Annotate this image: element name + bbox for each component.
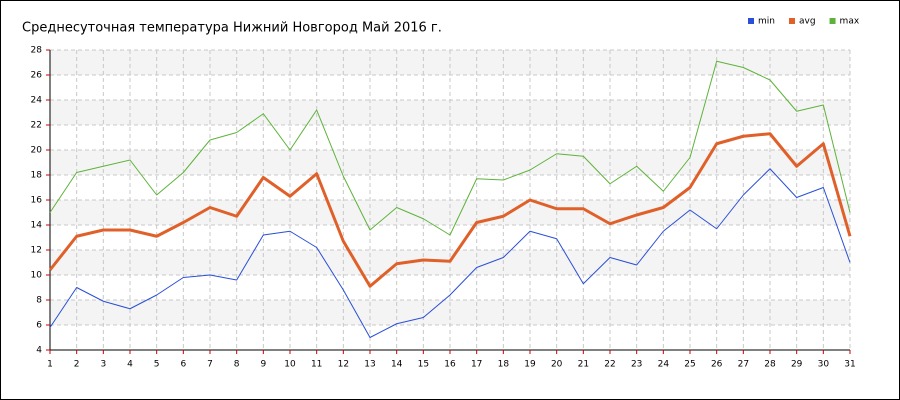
legend-swatch (788, 18, 795, 24)
legend-swatch (829, 18, 836, 24)
x-tick-label: 22 (604, 360, 615, 370)
x-tick-label: 6 (180, 360, 186, 370)
x-tick-label: 12 (338, 360, 349, 370)
x-tick-label: 25 (684, 360, 695, 370)
y-tick-label: 26 (31, 71, 43, 81)
series-line (48, 132, 852, 288)
x-tick-label: 20 (551, 360, 563, 370)
x-tick-label: 16 (444, 360, 456, 370)
x-tick-label: 21 (578, 360, 589, 370)
x-tick-label: 18 (498, 360, 510, 370)
series-line (49, 168, 851, 338)
x-tick-label: 29 (791, 360, 803, 370)
legend-label: max (840, 17, 860, 27)
y-tick-label: 4 (36, 346, 42, 356)
y-tick-label: 14 (31, 221, 43, 231)
y-tick-label: 24 (31, 96, 43, 106)
y-tick-label: 16 (31, 196, 43, 206)
x-tick-label: 19 (524, 360, 536, 370)
x-tick-label: 27 (738, 360, 749, 370)
x-tick-label: 30 (818, 360, 830, 370)
y-tick-label: 20 (31, 146, 43, 156)
x-tick-label: 15 (418, 360, 429, 370)
series-line (49, 60, 851, 236)
x-tick-label: 24 (658, 360, 670, 370)
y-tick-label: 28 (31, 46, 43, 56)
x-tick-label: 13 (364, 360, 375, 370)
x-tick-label: 10 (284, 360, 296, 370)
chart-title: Среднесуточная температура Нижний Новгор… (22, 21, 442, 36)
x-tick-label: 8 (234, 360, 240, 370)
x-tick-label: 26 (711, 360, 723, 370)
x-tick-label: 31 (844, 360, 855, 370)
y-tick-label: 18 (31, 171, 43, 181)
x-tick-label: 11 (311, 360, 322, 370)
x-tick-label: 3 (100, 360, 106, 370)
x-tick-label: 2 (74, 360, 80, 370)
x-tick-label: 5 (154, 360, 160, 370)
x-tick-label: 23 (631, 360, 642, 370)
legend-swatch (748, 18, 754, 24)
y-tick-label: 12 (31, 246, 42, 256)
y-tick-label: 6 (36, 321, 42, 331)
x-tick-label: 9 (260, 360, 266, 370)
legend-label: avg (799, 17, 816, 27)
y-tick-label: 22 (31, 121, 42, 131)
y-tick-label: 10 (31, 271, 43, 281)
y-tick-label: 8 (36, 296, 42, 306)
x-tick-label: 4 (127, 360, 133, 370)
x-tick-label: 1 (47, 360, 53, 370)
legend-label: min (758, 17, 775, 27)
x-tick-label: 17 (471, 360, 482, 370)
x-tick-label: 7 (207, 360, 213, 370)
x-tick-label: 14 (391, 360, 403, 370)
x-tick-label: 28 (764, 360, 776, 370)
